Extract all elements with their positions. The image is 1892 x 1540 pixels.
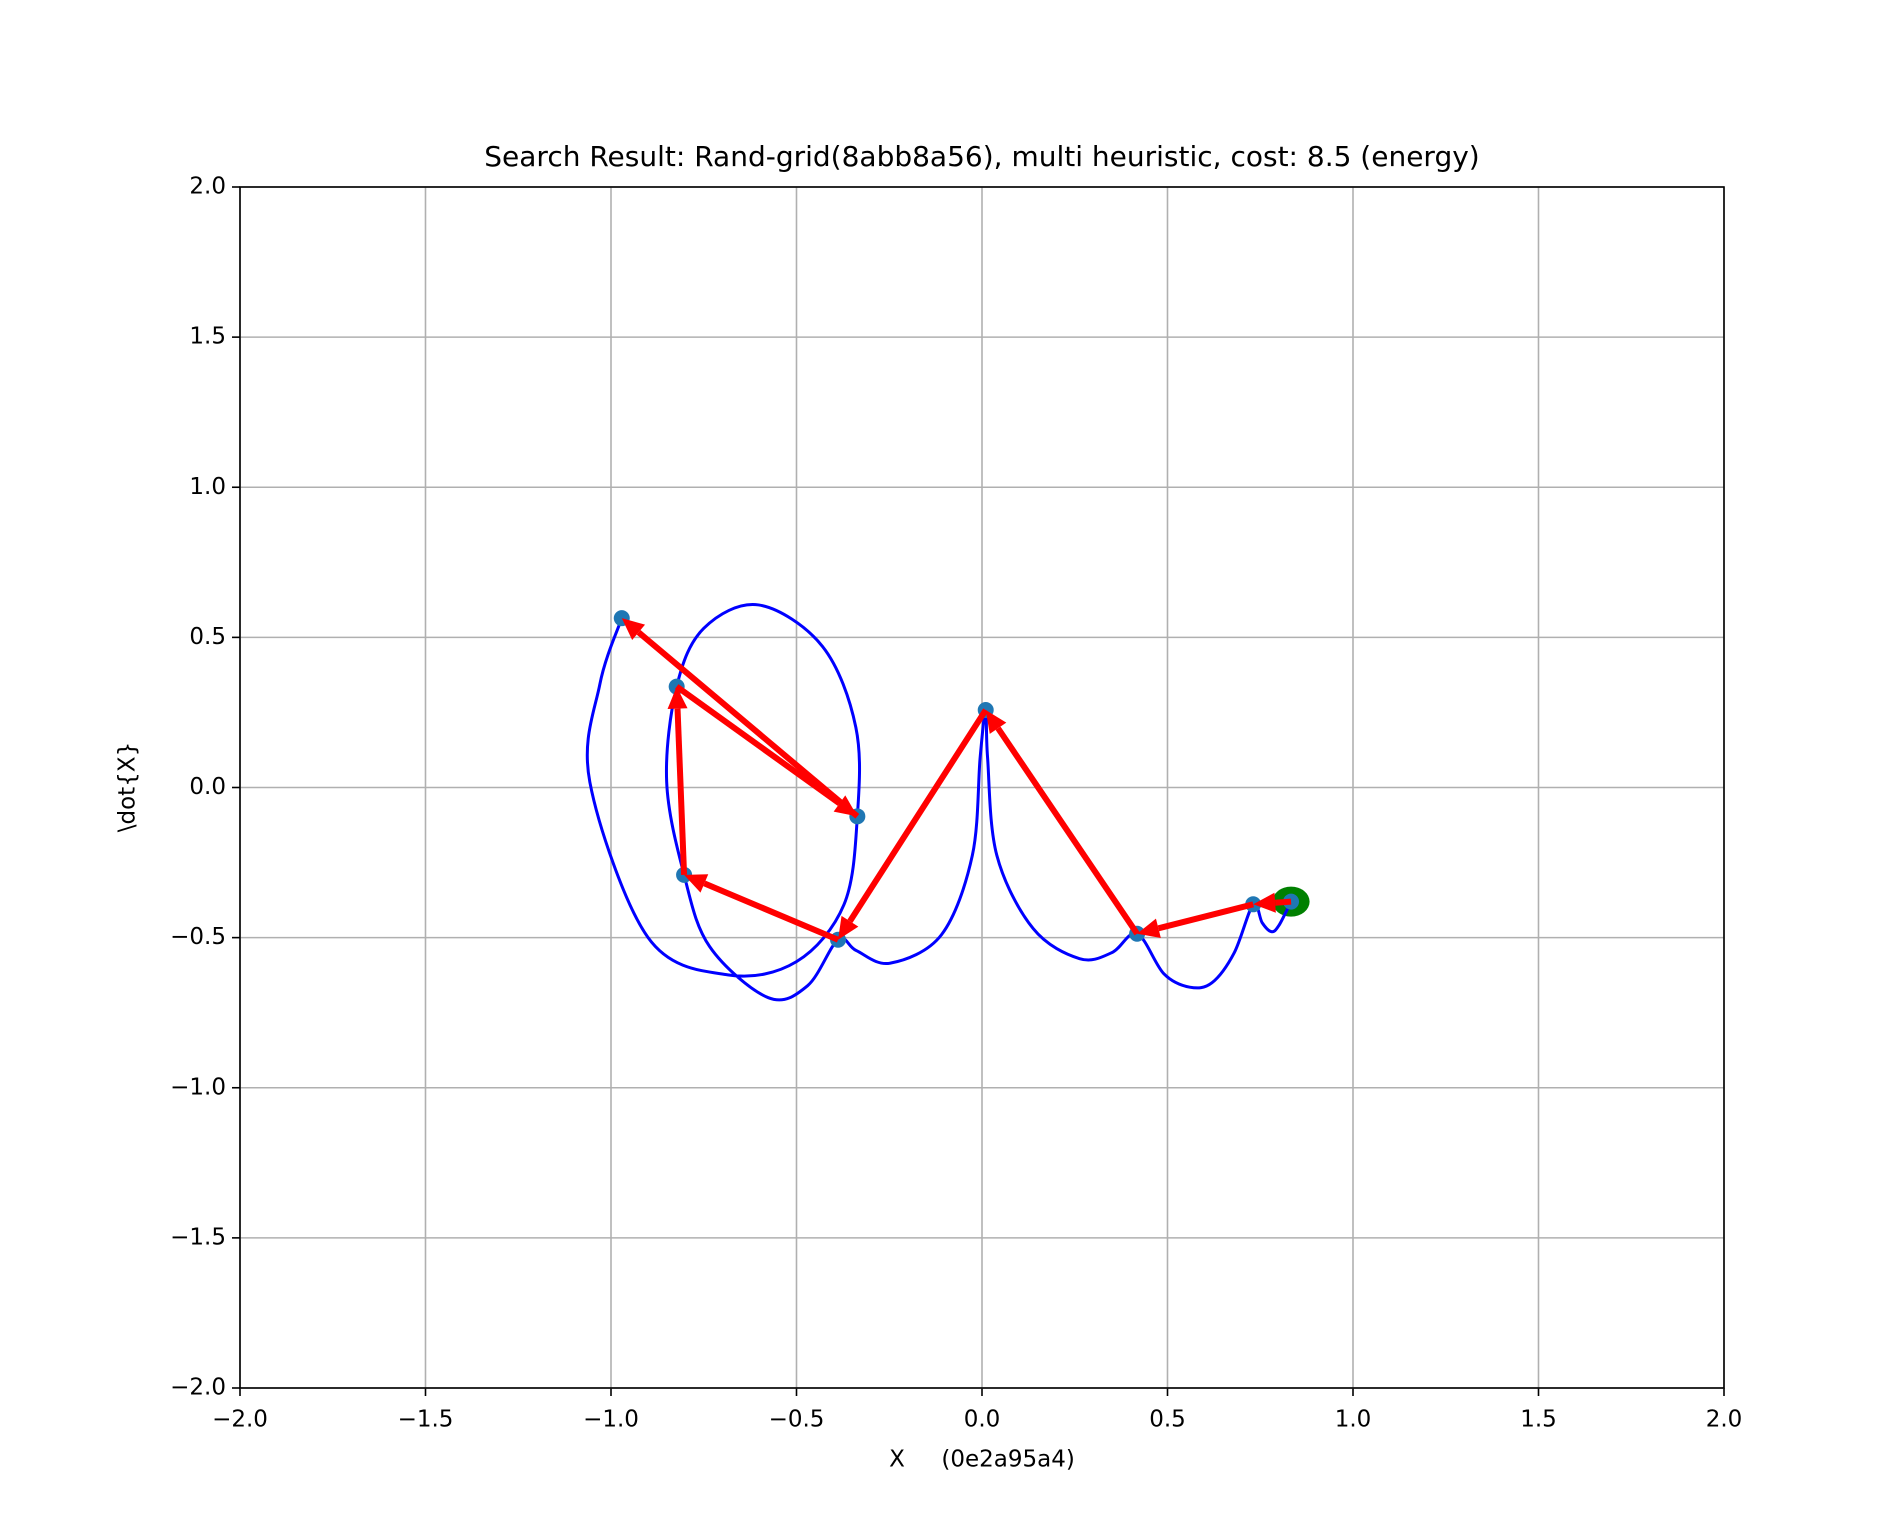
y-tick-label: −0.5 [170,924,226,950]
arrow-shaft [995,726,1140,936]
y-tick-label: −1.0 [170,1074,226,1100]
arrow-head [667,686,688,709]
arrow-head [684,874,709,893]
x-tick-label: −1.0 [583,1407,639,1433]
arrow-shaft [674,684,842,806]
arrow-shaft [636,630,860,819]
trajectory [585,603,1293,1002]
arrow-head [838,915,859,940]
arrow-head [1137,918,1161,939]
arrow-shaft [674,708,688,875]
y-tick-label: 1.0 [189,474,226,500]
chart-title: Search Result: Rand-grid(8abb8a56), mult… [484,140,1479,173]
x-tick-label: −1.5 [398,1407,454,1433]
arrow-shaft [703,880,840,943]
arrow-shaft [1157,901,1254,932]
x-tick-label: 0.0 [964,1407,1001,1433]
arrow-shaft [847,708,989,923]
y-tick-label: 0.0 [189,774,226,800]
plot-frame [239,186,1725,1389]
y-tick-label: 0.5 [189,624,226,650]
y-tick-label: −2.0 [170,1375,226,1401]
arrow-head [621,618,646,640]
x-tick-label: 0.5 [1149,1407,1186,1433]
x-tick-label: −2.0 [212,1407,268,1433]
x-axis-label: X (0e2a95a4) [889,1447,1075,1473]
x-tick-label: 1.5 [1520,1407,1557,1433]
y-tick-label: −1.5 [170,1224,226,1250]
x-tick-label: 1.0 [1335,1407,1372,1433]
arrow-head [985,710,1007,734]
y-axis-label: \dot{X} [115,742,141,832]
arrow-shaft [1274,898,1292,906]
arrow-head [1253,892,1276,913]
y-tick-label: 2.0 [189,174,226,200]
x-tick-label: −0.5 [769,1407,825,1433]
x-tick-label: 2.0 [1706,1407,1743,1433]
y-tick-label: 1.5 [189,324,226,350]
